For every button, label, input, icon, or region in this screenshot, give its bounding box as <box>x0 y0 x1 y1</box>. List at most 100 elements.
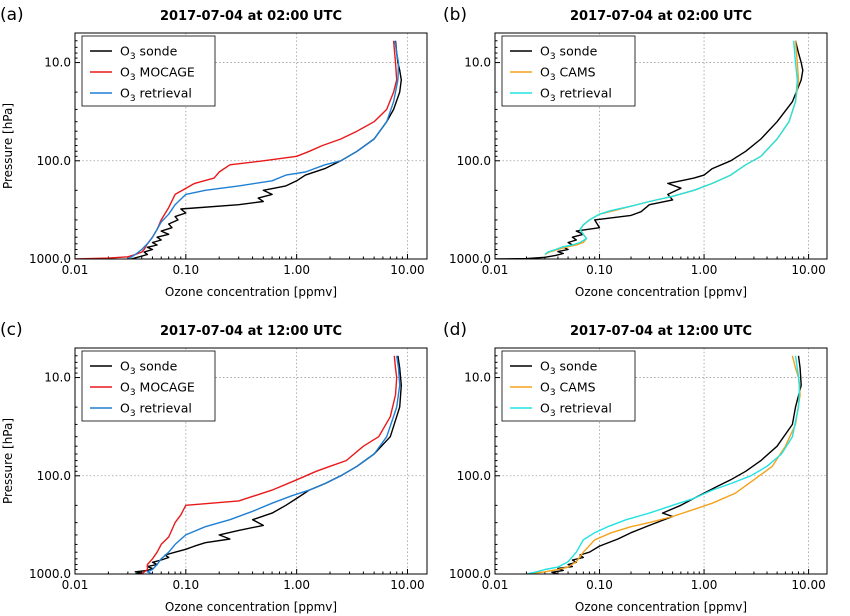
legend-label-sub: 3 <box>130 367 136 377</box>
legend-label-main: O <box>120 44 130 59</box>
legend-label: O3 sonde <box>120 359 178 378</box>
legend-label-rest: MOCAGE <box>136 65 195 80</box>
x-tick-label: 1.00 <box>691 578 718 592</box>
series-line <box>551 355 802 574</box>
legend-label-sub: 3 <box>550 367 556 377</box>
legend-label-rest: CAMS <box>556 380 596 395</box>
legend-label: O3 sonde <box>120 44 178 63</box>
legend-label: O3 retrieval <box>540 86 612 105</box>
legend-label-main: O <box>540 401 550 416</box>
legend-label-main: O <box>540 65 550 80</box>
y-tick-label: 1000.0 <box>29 252 71 266</box>
series-line <box>146 355 401 574</box>
x-tick-label: 0.01 <box>482 263 509 277</box>
plot-frame <box>74 32 428 260</box>
y-tick-label: 100.0 <box>37 154 71 168</box>
y-tick-label: 100.0 <box>37 469 71 483</box>
legend-box <box>81 350 216 422</box>
y-tick-label: 100.0 <box>457 469 491 483</box>
legend-label: O3 retrieval <box>120 86 192 105</box>
y-tick-label: 100.0 <box>457 154 491 168</box>
legend-label-sub: 3 <box>130 94 136 104</box>
chart-title: 2017-07-04 at 02:00 UTC <box>160 9 342 24</box>
legend-label-rest: retrieval <box>556 86 612 101</box>
series-line <box>544 40 798 256</box>
panel-label: (b) <box>443 5 467 25</box>
legend-label-sub: 3 <box>130 409 136 419</box>
x-tick-label: 1.00 <box>283 263 310 277</box>
chart-panel: (a) 2017-07-04 at 02:00 UTC 0.01 0.10 1.00 10… <box>0 5 428 299</box>
panel-label: (c) <box>0 320 23 340</box>
legend-label: O3 retrieval <box>120 401 192 420</box>
x-tick-label: 1.00 <box>283 578 310 592</box>
legend-label-rest: MOCAGE <box>136 380 195 395</box>
legend-box <box>81 35 216 107</box>
legend-label-sub: 3 <box>130 52 136 62</box>
x-tick-label: 10.00 <box>791 578 825 592</box>
legend-label-sub: 3 <box>550 52 556 62</box>
series-line <box>495 40 804 259</box>
legend-box <box>501 350 636 422</box>
legend-label-rest: sonde <box>136 359 178 374</box>
panel-label: (a) <box>0 5 24 25</box>
legend-label-main: O <box>540 86 550 101</box>
y-tick-label: 10.0 <box>464 56 491 70</box>
legend-label-sub: 3 <box>550 388 556 398</box>
legend-box <box>501 35 636 107</box>
x-tick-label: 10.00 <box>390 578 424 592</box>
plot-frame <box>74 347 428 575</box>
panel-label: (d) <box>443 320 467 340</box>
legend-label-main: O <box>540 359 550 374</box>
legend-label-sub: 3 <box>550 94 556 104</box>
x-tick-label: 0.01 <box>62 578 89 592</box>
plot-frame <box>494 347 828 575</box>
x-tick-label: 0.01 <box>62 263 89 277</box>
y-axis-label: Pressure [hPa] <box>1 103 15 189</box>
series-line <box>127 40 400 259</box>
x-axis-label: Ozone concentration [ppmv] <box>575 285 747 299</box>
legend-label: O3 sonde <box>540 44 598 63</box>
legend-label-sub: 3 <box>550 409 556 419</box>
y-tick-label: 1000.0 <box>449 252 491 266</box>
series-line <box>75 40 398 259</box>
legend-label: O3 MOCAGE <box>120 65 195 84</box>
y-tick-label: 10.0 <box>44 371 71 385</box>
legend-label-main: O <box>540 380 550 395</box>
legend-label: O3 sonde <box>540 359 598 378</box>
legend-label-rest: retrieval <box>136 401 192 416</box>
legend-label: O3 CAMS <box>540 380 596 399</box>
legend-label-main: O <box>540 44 550 59</box>
x-tick-label: 0.10 <box>586 578 613 592</box>
legend-label-main: O <box>120 401 130 416</box>
legend-label-sub: 3 <box>130 73 136 83</box>
legend-label: O3 MOCAGE <box>120 380 195 399</box>
y-tick-label: 1000.0 <box>449 567 491 581</box>
chart-title: 2017-07-04 at 02:00 UTC <box>570 9 752 24</box>
legend-label-main: O <box>120 359 130 374</box>
legend-label-rest: retrieval <box>556 401 612 416</box>
x-axis-label: Ozone concentration [ppmv] <box>165 285 337 299</box>
x-axis-label: Ozone concentration [ppmv] <box>575 600 747 614</box>
legend-label-sub: 3 <box>130 388 136 398</box>
legend-label-main: O <box>120 380 130 395</box>
legend-label-sub: 3 <box>550 73 556 83</box>
plot-frame <box>494 32 828 260</box>
legend-label-main: O <box>120 86 130 101</box>
series-line <box>141 355 398 574</box>
x-tick-label: 0.10 <box>172 263 199 277</box>
x-tick-label: 10.00 <box>390 263 424 277</box>
legend-label-rest: retrieval <box>136 86 192 101</box>
x-tick-label: 0.01 <box>482 578 509 592</box>
y-axis-label: Pressure [hPa] <box>1 418 15 504</box>
chart-title: 2017-07-04 at 12:00 UTC <box>160 324 342 339</box>
legend-label-rest: CAMS <box>556 65 596 80</box>
y-tick-label: 1000.0 <box>29 567 71 581</box>
legend-label-main: O <box>120 65 130 80</box>
chart-panel: (b) 2017-07-04 at 02:00 UTC 0.01 0.10 1.00 10… <box>443 5 828 299</box>
series-line <box>526 355 801 574</box>
legend-label-rest: sonde <box>556 359 598 374</box>
